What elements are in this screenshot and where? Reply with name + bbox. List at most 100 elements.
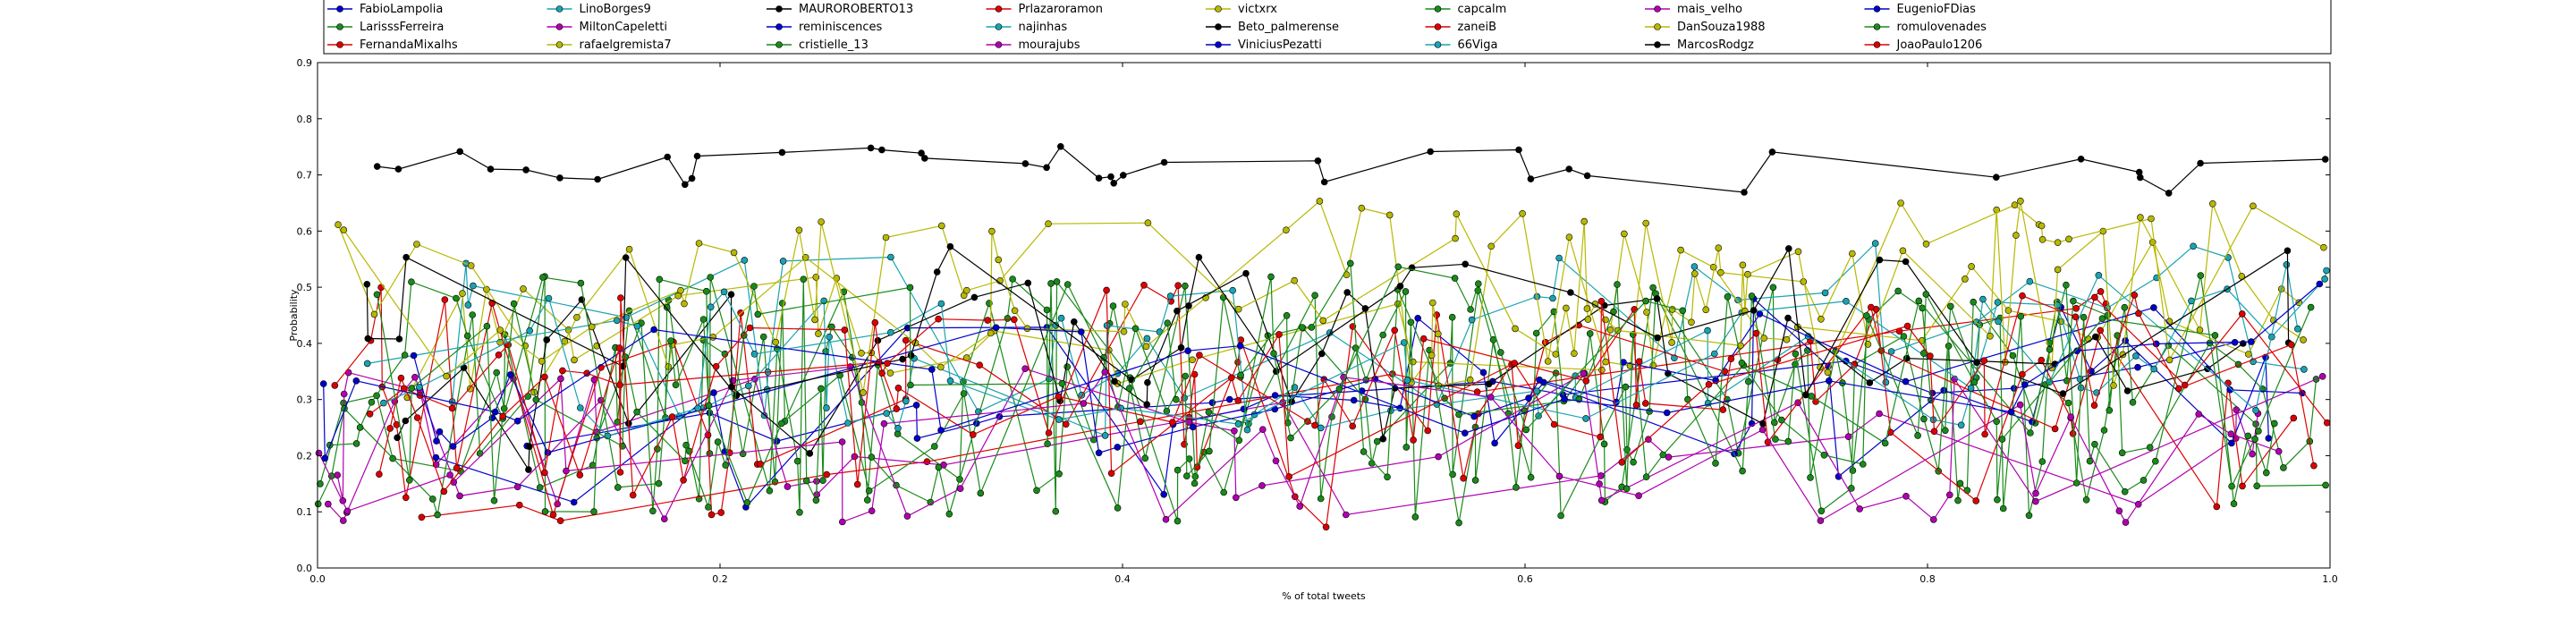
- y-tick-label: 0.1: [297, 506, 313, 518]
- data-point: [672, 381, 680, 389]
- data-point: [363, 360, 371, 368]
- data-point: [695, 240, 703, 247]
- legend-marker: [1654, 41, 1661, 48]
- data-point: [525, 466, 532, 473]
- data-point: [1343, 511, 1350, 519]
- legend-marker: [1654, 5, 1661, 13]
- legend-item: capcalm: [1425, 3, 1506, 16]
- data-point: [340, 390, 348, 398]
- data-point: [1856, 505, 1863, 513]
- data-point: [1453, 210, 1461, 217]
- data-point: [2197, 159, 2204, 167]
- data-point: [1739, 467, 1746, 475]
- data-point: [1752, 329, 1760, 337]
- data-point: [1567, 289, 1574, 296]
- data-point: [660, 515, 668, 523]
- data-point: [720, 288, 728, 296]
- legend-marker: [1215, 23, 1222, 30]
- data-point: [1711, 350, 1718, 358]
- data-point: [1243, 426, 1251, 434]
- data-point: [470, 282, 477, 290]
- data-point: [495, 351, 503, 359]
- data-point: [2248, 338, 2255, 345]
- data-point: [976, 361, 983, 369]
- data-point: [1143, 335, 1151, 343]
- data-point: [1114, 504, 1122, 512]
- legend-marker: [775, 41, 783, 48]
- data-point: [1580, 217, 1588, 225]
- legend-label: DanSouza1988: [1677, 21, 1766, 34]
- data-point: [510, 300, 518, 308]
- data-point: [2135, 309, 2142, 318]
- data-point: [759, 333, 767, 341]
- data-point: [1131, 325, 1140, 333]
- data-point: [1259, 426, 1267, 434]
- data-point: [1727, 355, 1735, 363]
- data-point: [334, 471, 342, 479]
- data-point: [377, 284, 385, 292]
- data-point: [2129, 398, 2137, 406]
- data-point: [356, 424, 364, 431]
- data-point: [1234, 397, 1241, 404]
- data-point: [793, 457, 801, 465]
- data-point: [2123, 387, 2131, 394]
- x-tick-label: 0.4: [1114, 573, 1131, 585]
- data-point: [1174, 282, 1182, 290]
- data-point: [364, 335, 372, 343]
- data-point: [493, 369, 501, 377]
- data-point: [2322, 481, 2329, 489]
- data-point: [1597, 433, 1604, 441]
- legend-label: EugenioFDias: [1897, 3, 1977, 16]
- data-point: [594, 175, 601, 183]
- data-point: [1391, 326, 1398, 335]
- data-point: [772, 338, 780, 346]
- data-point: [1642, 219, 1649, 227]
- data-point: [1052, 507, 1060, 515]
- data-point: [2121, 487, 2129, 496]
- data-point: [1993, 418, 2000, 426]
- data-point: [1920, 415, 1928, 423]
- data-point: [1785, 245, 1792, 252]
- data-point: [456, 492, 463, 500]
- data-point: [1897, 199, 1904, 207]
- data-point: [2051, 425, 2059, 433]
- series-line: [369, 296, 2328, 473]
- data-point: [1544, 358, 1552, 365]
- data-point: [707, 303, 715, 311]
- data-point: [1095, 174, 1103, 182]
- x-tick-label: 0.6: [1517, 573, 1533, 585]
- data-point: [708, 511, 716, 519]
- data-point: [818, 218, 825, 225]
- data-point: [956, 485, 964, 493]
- data-point: [1473, 388, 1481, 396]
- data-point: [937, 427, 945, 434]
- data-point: [619, 442, 626, 450]
- data-point: [380, 399, 387, 407]
- data-point: [1011, 307, 1019, 315]
- data-point: [1512, 325, 1519, 333]
- legend-marker: [1873, 41, 1881, 48]
- data-point: [576, 471, 584, 479]
- data-point: [1462, 429, 1469, 437]
- data-point: [828, 323, 835, 331]
- data-point: [1817, 517, 1825, 524]
- data-point: [556, 174, 564, 182]
- data-point: [2307, 303, 2315, 311]
- data-point: [2072, 313, 2080, 321]
- data-point: [2115, 507, 2123, 515]
- data-point: [2065, 235, 2072, 243]
- data-point: [2253, 482, 2260, 490]
- data-point: [1922, 291, 1930, 298]
- data-point: [2054, 239, 2062, 247]
- series-line: [376, 266, 2275, 511]
- data-point: [2239, 482, 2246, 490]
- data-point: [2027, 429, 2034, 436]
- data-point: [1808, 393, 1815, 400]
- data-point: [1580, 369, 1588, 377]
- data-point: [2226, 386, 2233, 394]
- data-point: [838, 518, 846, 526]
- data-point: [1794, 248, 1802, 256]
- data-point: [1792, 350, 1800, 358]
- data-point: [1308, 324, 1316, 331]
- data-point: [1622, 383, 1630, 391]
